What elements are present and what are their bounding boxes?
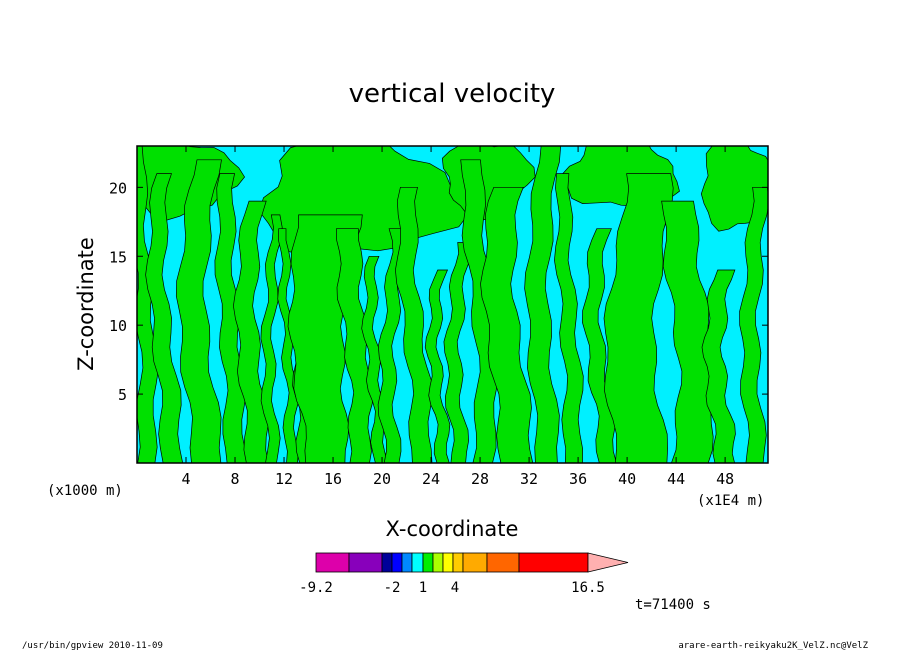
colorbar-label: 16.5	[571, 580, 605, 596]
x-tick-label: 48	[716, 470, 734, 488]
colorbar-segment	[442, 552, 454, 573]
x-unit-left: (x1000 m)	[47, 483, 123, 499]
updraft-region	[233, 200, 269, 463]
colorbar-segment	[432, 552, 444, 573]
colorbar-segment	[411, 552, 424, 573]
x-tick-label: 28	[471, 470, 489, 488]
x-tick-label: 32	[520, 470, 538, 488]
colorbar-segment	[452, 552, 464, 573]
updraft-region	[524, 146, 562, 463]
colorbar-segment	[381, 552, 393, 573]
updraft-region	[260, 214, 283, 463]
x-tick-label: 16	[324, 470, 342, 488]
colorbar-segment	[518, 552, 589, 573]
x-tick-label: 36	[569, 470, 587, 488]
colorbar-segment	[486, 552, 520, 573]
y-tick-label: 10	[109, 317, 127, 335]
colorbar-label: -2	[384, 580, 401, 596]
colorbar-segment	[391, 552, 403, 573]
x-unit-right: (x1E4 m)	[697, 493, 764, 509]
updraft-region	[424, 269, 451, 463]
x-tick-label: 44	[667, 470, 685, 488]
updraft-region	[175, 159, 222, 463]
y-axis-label: Z-coordinate	[74, 237, 98, 371]
updraft-region	[554, 173, 584, 463]
colorbar-arrow	[587, 552, 629, 573]
y-tick-label: 15	[109, 248, 127, 266]
x-tick-label: 12	[275, 470, 293, 488]
x-tick-label: 4	[181, 470, 190, 488]
y-axis: 5 10 15 20	[109, 179, 768, 404]
x-tick-label: 8	[231, 470, 240, 488]
velocity-field	[137, 146, 768, 463]
time-label: t=71400 s	[635, 597, 711, 613]
x-axis: 4 8 12 16 20 24 28 32 36 40 44 48	[181, 146, 734, 488]
updraft-region	[603, 173, 674, 463]
updraft-region	[701, 269, 736, 463]
footer-right: arare-earth-reikyaku2K_VelZ.nc@VelZ	[678, 641, 868, 651]
updraft-region	[480, 186, 534, 463]
footer-left: /usr/bin/gpview 2010-11-09	[22, 641, 163, 651]
x-tick-label: 20	[373, 470, 391, 488]
colorbar	[315, 552, 629, 573]
colorbar-segment	[462, 552, 488, 573]
plot-frame	[136, 145, 769, 464]
colorbar-segment	[348, 552, 383, 573]
colorbar-labels: -9.2 -2 1 4 16.5	[299, 580, 605, 596]
y-tick-label: 5	[118, 386, 127, 404]
x-tick-label: 24	[422, 470, 440, 488]
colorbar-segment	[422, 552, 434, 573]
colorbar-label: 1	[419, 580, 427, 596]
updraft-region	[145, 173, 184, 463]
x-axis-label: X-coordinate	[386, 517, 519, 541]
colorbar-label: -9.2	[299, 580, 333, 596]
colorbar-label: 4	[451, 580, 459, 596]
chart-title: vertical velocity	[349, 79, 556, 109]
colorbar-segment	[401, 552, 413, 573]
colorbar-segment	[315, 552, 350, 573]
y-tick-label: 20	[109, 179, 127, 197]
x-tick-label: 40	[618, 470, 636, 488]
plot-area	[136, 145, 769, 464]
